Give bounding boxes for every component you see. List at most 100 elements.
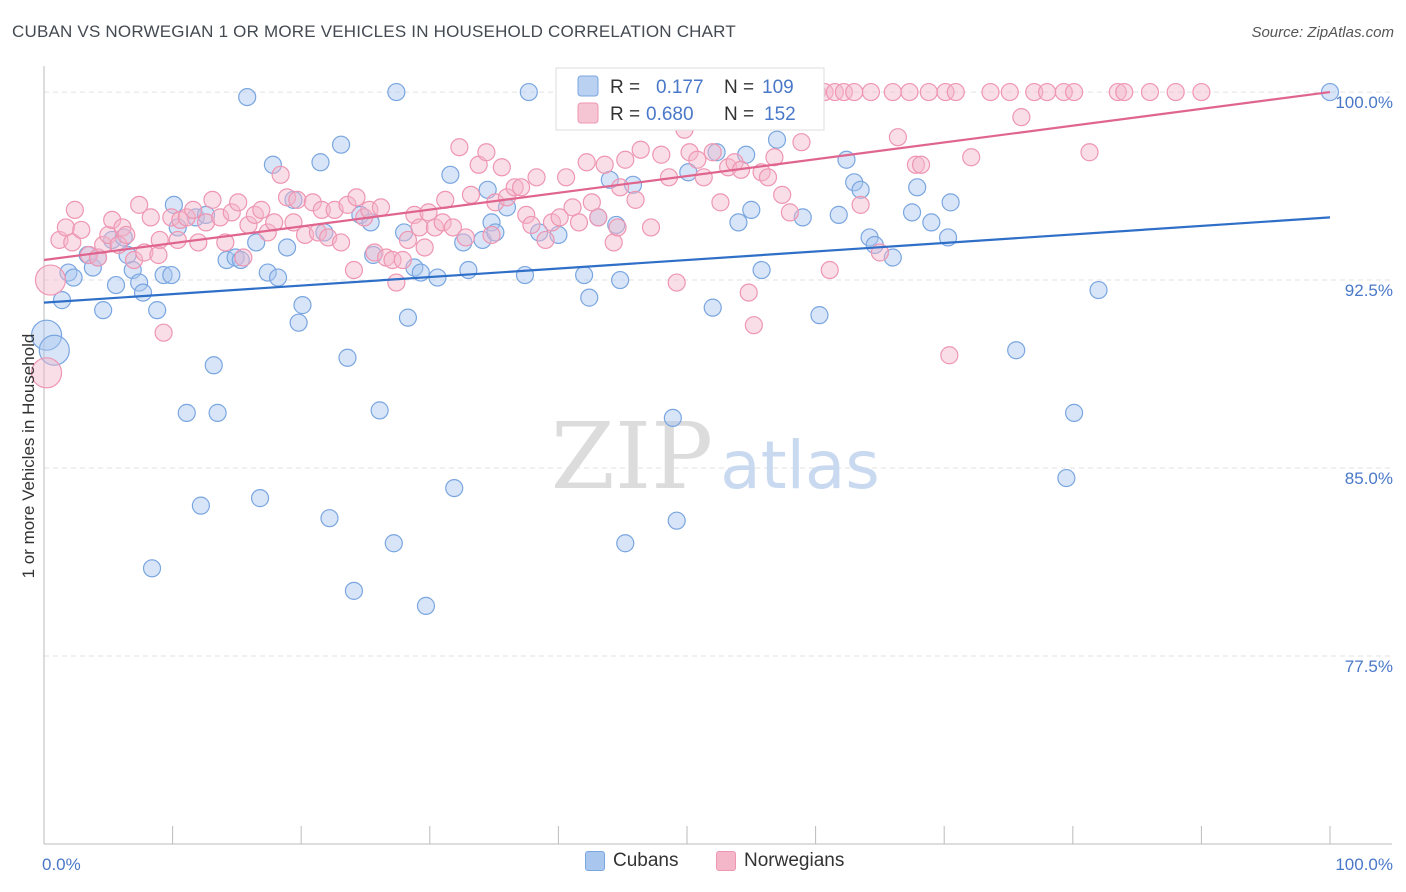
norwegian-point-4 bbox=[63, 233, 82, 252]
norwegian-point-147 bbox=[1054, 82, 1073, 102]
norwegian-point-9 bbox=[94, 235, 113, 255]
legend-n-label-norwegians: N = bbox=[724, 104, 754, 125]
norwegian-point-135 bbox=[906, 155, 926, 174]
cuban-point-45 bbox=[338, 348, 357, 367]
norwegian-point-138 bbox=[936, 82, 955, 102]
cuban-point-40 bbox=[293, 296, 312, 315]
cuban-point-19 bbox=[162, 265, 181, 285]
cuban-point-51 bbox=[384, 534, 403, 553]
norwegian-point-140 bbox=[946, 82, 965, 102]
legend-box bbox=[555, 67, 825, 131]
cuban-point-43 bbox=[320, 509, 339, 528]
cuban-point-84 bbox=[707, 143, 726, 162]
norwegian-point-11 bbox=[103, 210, 122, 230]
norwegian-point-80 bbox=[505, 178, 524, 197]
cuban-point-78 bbox=[616, 534, 635, 553]
source-label: Source: ZipAtlas.com bbox=[1251, 24, 1394, 41]
norwegian-point-134 bbox=[900, 82, 919, 102]
y-tick-label-1: 92.5% bbox=[1345, 281, 1393, 300]
norwegian-point-102 bbox=[652, 145, 671, 164]
norwegian-point-108 bbox=[694, 168, 713, 187]
grid-lines bbox=[44, 91, 1390, 657]
norwegian-point-143 bbox=[1000, 82, 1019, 102]
norwegian-point-26 bbox=[184, 200, 203, 219]
norwegian-point-30 bbox=[211, 208, 230, 227]
norwegian-point-132 bbox=[883, 82, 902, 102]
norwegian-point-68 bbox=[433, 213, 452, 232]
norwegian-point-23 bbox=[168, 230, 187, 250]
norwegian-point-75 bbox=[477, 143, 496, 162]
cuban-point-50 bbox=[370, 401, 389, 420]
norwegian-point-37 bbox=[252, 200, 271, 219]
cuban-point-29 bbox=[226, 248, 245, 267]
y-tick-label-0: 100.0% bbox=[1335, 93, 1393, 112]
cuban-point-0 bbox=[30, 319, 63, 351]
cuban-point-54 bbox=[398, 308, 418, 327]
bottom-legend-cubans: Cubans bbox=[585, 850, 679, 872]
cuban-point-30 bbox=[231, 250, 250, 270]
norwegian-point-114 bbox=[739, 283, 758, 302]
cubans-points bbox=[30, 82, 1340, 615]
norwegian-point-33 bbox=[229, 193, 248, 212]
cuban-point-102 bbox=[922, 213, 941, 232]
cuban-point-96 bbox=[851, 180, 870, 199]
cuban-point-26 bbox=[204, 356, 223, 375]
cuban-point-27 bbox=[208, 403, 227, 422]
norwegian-point-62 bbox=[398, 230, 418, 250]
legend-r-label-norwegians: R = bbox=[610, 104, 640, 125]
norwegian-point-139 bbox=[940, 346, 959, 365]
cuban-point-59 bbox=[441, 165, 460, 184]
norwegian-point-34 bbox=[234, 248, 253, 267]
norwegian-point-3 bbox=[56, 218, 75, 237]
norwegian-point-107 bbox=[688, 150, 707, 169]
norwegians-points bbox=[30, 82, 1211, 389]
y-tick-label-2: 85.0% bbox=[1345, 469, 1393, 488]
watermark-zip: ZIP bbox=[551, 403, 713, 510]
norwegian-point-137 bbox=[919, 82, 938, 102]
legend-swatch-norwegians bbox=[577, 102, 599, 124]
cuban-point-89 bbox=[752, 260, 771, 280]
cuban-point-8 bbox=[94, 301, 113, 320]
stats-legend: R = 0.177 N = 109 R = 0.680 N = 152 bbox=[555, 67, 825, 131]
cuban-point-104 bbox=[941, 193, 960, 212]
legend-r-value-cubans: 0.177 bbox=[656, 77, 704, 98]
cuban-point-31 bbox=[238, 87, 257, 107]
tick-labels: 100.0% 92.5% 85.0% 77.5% 0.0% 100.0% bbox=[42, 93, 1393, 874]
norwegian-point-153 bbox=[1166, 82, 1185, 102]
bottom-legend-label-cubans: Cubans bbox=[613, 850, 679, 871]
norwegian-point-82 bbox=[517, 205, 536, 224]
norwegian-point-100 bbox=[631, 140, 650, 159]
bottom-legend-swatch-norwegians bbox=[716, 851, 736, 871]
trend-lines bbox=[43, 90, 1331, 304]
norwegian-point-32 bbox=[222, 203, 241, 222]
cuban-point-46 bbox=[344, 581, 364, 600]
cuban-point-108 bbox=[1089, 280, 1108, 300]
norwegian-point-152 bbox=[1140, 82, 1160, 102]
norwegian-point-78 bbox=[492, 158, 511, 177]
norwegian-point-21 bbox=[154, 323, 173, 342]
chart-title: CUBAN VS NORWEGIAN 1 OR MORE VEHICLES IN… bbox=[12, 22, 736, 41]
norwegian-point-101 bbox=[641, 218, 661, 237]
cuban-point-88 bbox=[742, 200, 761, 219]
norwegian-point-125 bbox=[820, 260, 839, 280]
norwegian-point-90 bbox=[569, 213, 589, 232]
cuban-point-81 bbox=[667, 511, 686, 530]
cuban-point-39 bbox=[289, 313, 308, 332]
x-tick-label-0: 0.0% bbox=[42, 855, 81, 874]
norwegian-point-109 bbox=[703, 143, 722, 162]
cuban-point-44 bbox=[331, 135, 351, 154]
y-axis-title: 1 or more Vehicles in Household bbox=[19, 334, 38, 579]
norwegian-point-0 bbox=[30, 357, 63, 389]
legend-n-value-cubans: 109 bbox=[762, 77, 794, 98]
norwegian-point-71 bbox=[450, 138, 469, 157]
norwegian-point-91 bbox=[577, 153, 596, 172]
norwegian-point-110 bbox=[711, 193, 730, 212]
norwegian-point-1 bbox=[34, 264, 67, 296]
legend-n-value-norwegians: 152 bbox=[764, 104, 796, 125]
norwegian-point-92 bbox=[582, 193, 601, 212]
cuban-point-34 bbox=[258, 263, 277, 282]
bottom-legend-norwegians: Norwegians bbox=[716, 850, 844, 872]
norwegian-point-57 bbox=[371, 198, 391, 217]
watermark: ZIP atlas bbox=[551, 403, 880, 510]
cuban-point-80 bbox=[663, 408, 682, 428]
